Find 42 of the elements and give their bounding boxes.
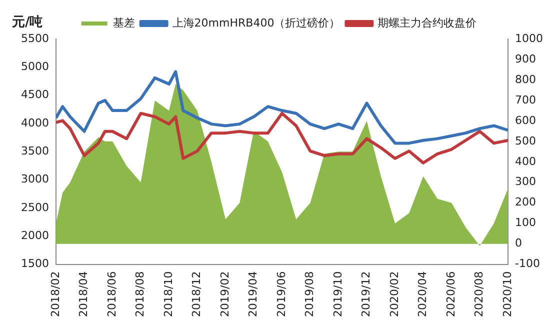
x-tick-label: 2018/04: [77, 271, 90, 318]
y2-tick-label: 400: [515, 154, 536, 168]
x-tick-label: 2018/02: [48, 271, 62, 318]
y-tick-label: 3000: [21, 172, 49, 186]
y-tick-label: 3500: [21, 144, 49, 158]
y2-tick-label: 100: [515, 216, 536, 230]
x-tick-label: 2019/02: [218, 271, 232, 318]
x-tick-label: 2019/04: [246, 271, 260, 318]
y2-tick-label: 900: [515, 52, 536, 66]
x-tick-label: 2020/08: [472, 271, 486, 318]
y-axis-title: 元/吨: [11, 14, 43, 30]
y-tick-label: 4000: [21, 116, 49, 130]
y2-tick-label: 0: [515, 236, 522, 250]
x-tick-label: 2019/08: [303, 271, 316, 318]
legend-label: 期螺主力合约收盘价: [378, 16, 477, 30]
x-tick-label: 2018/12: [190, 271, 204, 318]
y2-tick-label: 1000: [515, 32, 544, 45]
legend-label: 基差: [112, 16, 135, 30]
y-tick-label: 4500: [21, 88, 49, 102]
x-tick-label: 2018/08: [134, 271, 147, 318]
y2-tick-label: 700: [515, 93, 536, 106]
y2-tick-label: 800: [515, 72, 536, 86]
x-tick-label: 2018/06: [105, 271, 118, 318]
x-tick-label: 2020/10: [500, 271, 514, 318]
y2-tick-label: 200: [515, 196, 536, 209]
y-tick-label: 5500: [21, 32, 49, 45]
x-tick-label: 2020/02: [388, 271, 401, 318]
y2-tick-label: -100: [515, 257, 540, 270]
y2-tick-label: 300: [515, 175, 536, 188]
y-tick-label: 2000: [21, 229, 49, 242]
x-tick-label: 2020/04: [416, 271, 430, 318]
legend-label: 上海20mmHRB400（折过磅价）: [172, 16, 340, 30]
y-tick-label: 1500: [21, 257, 49, 270]
y-tick-label: 5000: [21, 60, 49, 74]
x-tick-label: 2019/12: [360, 271, 373, 318]
y2-tick-label: 600: [515, 114, 536, 127]
y2-tick-label: 500: [515, 134, 536, 148]
y-tick-label: 2500: [21, 200, 49, 214]
x-tick-label: 2020/06: [444, 271, 458, 318]
x-tick-label: 2018/10: [162, 271, 175, 318]
x-tick-label: 2019/06: [274, 271, 288, 318]
x-tick-label: 2019/10: [331, 271, 344, 318]
